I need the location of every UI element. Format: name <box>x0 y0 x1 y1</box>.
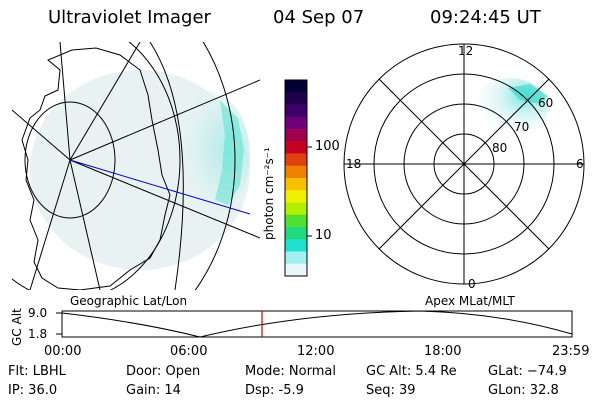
seq-status: Seq: 39 <box>366 383 416 398</box>
polar-plot <box>343 43 585 285</box>
colorbar-band <box>285 214 307 228</box>
colorbar <box>285 80 307 277</box>
meridian <box>59 42 71 161</box>
altitude-xtick: 23:59 <box>552 344 590 359</box>
colorbar-band <box>285 190 307 203</box>
colorbar-band <box>285 129 307 142</box>
altitude-xtick: 00:00 <box>44 344 82 359</box>
lat-circle <box>12 42 181 290</box>
mlt-label-12: 12 <box>458 44 474 58</box>
polar-axis-diag <box>378 78 550 250</box>
mlat-label-60: 60 <box>538 96 554 110</box>
altitude-frame <box>61 310 573 338</box>
meridian <box>69 79 260 161</box>
mlat-label-80: 80 <box>492 141 508 155</box>
colorbar-band <box>285 141 307 154</box>
altitude-xtick: 18:00 <box>424 344 462 359</box>
left-panel-label: Geographic Lat/Lon <box>70 294 188 308</box>
gain-status: Gain: 14 <box>126 383 181 398</box>
altitude-ytick: 1.8 <box>28 327 48 341</box>
colorbar-band <box>285 116 307 130</box>
colorbar-band <box>285 80 307 93</box>
mlt-label-18: 18 <box>346 157 362 171</box>
dsp-status: Dsp: -5.9 <box>245 383 304 398</box>
coastline <box>21 47 171 290</box>
time-label: 09:24:45 UT <box>430 7 541 28</box>
altitude-xtick: 12:00 <box>297 344 335 359</box>
altitude-plot <box>56 310 573 338</box>
altitude-xtick: 06:00 <box>170 344 208 359</box>
colorbar-band <box>285 165 307 179</box>
lat-circle <box>24 101 116 219</box>
colorbar-band <box>285 251 307 265</box>
colorbar-band <box>285 92 307 105</box>
meridian <box>69 159 260 239</box>
ip-status: IP: 36.0 <box>8 383 58 398</box>
colorbar-frame <box>284 79 308 277</box>
aurora-bright-region <box>215 100 244 205</box>
colorbar-unit-label: photon cm⁻²s⁻¹ <box>262 147 276 240</box>
colorbar-band <box>285 263 307 277</box>
app-title: Ultraviolet Imager <box>48 7 211 28</box>
meridian <box>69 159 101 290</box>
lat-circle <box>194 42 236 290</box>
filter-status: Flt: LBHL <box>8 364 66 379</box>
colorbar-band <box>285 153 307 167</box>
date-label: 04 Sep 07 <box>273 7 365 28</box>
colorbar-band <box>285 239 307 252</box>
meridian <box>149 42 184 290</box>
aurora-emission <box>160 90 250 220</box>
glon-status: GLon: 32.8 <box>488 383 559 398</box>
glat-status: GLat: −74.9 <box>488 364 567 379</box>
aurora-bright-region <box>508 84 548 104</box>
colorbar-tick-label: 100 <box>315 139 340 154</box>
colorbar-tick-label: 10 <box>315 228 332 243</box>
gc-alt-status: GC Alt: 5.4 Re <box>366 364 457 379</box>
altitude-ylabel: GC Alt <box>10 308 24 346</box>
altitude-curve <box>61 310 573 338</box>
mlat-label-70: 70 <box>514 120 530 134</box>
mode-status: Mode: Normal <box>245 364 336 379</box>
colorbar-band <box>285 178 307 191</box>
colorbar-band <box>285 104 307 118</box>
altitude-ytick: 9.0 <box>28 306 48 320</box>
satellite-track <box>69 159 251 215</box>
door-status: Door: Open <box>126 364 201 379</box>
mlt-label-6: 6 <box>576 157 584 171</box>
right-panel-label: Apex MLat/MLT <box>425 294 515 308</box>
mlt-label-0: 0 <box>468 277 476 291</box>
colorbar-band <box>285 202 307 216</box>
meridian <box>12 109 71 161</box>
colorbar-band <box>285 227 307 240</box>
geographic-map <box>12 42 260 290</box>
